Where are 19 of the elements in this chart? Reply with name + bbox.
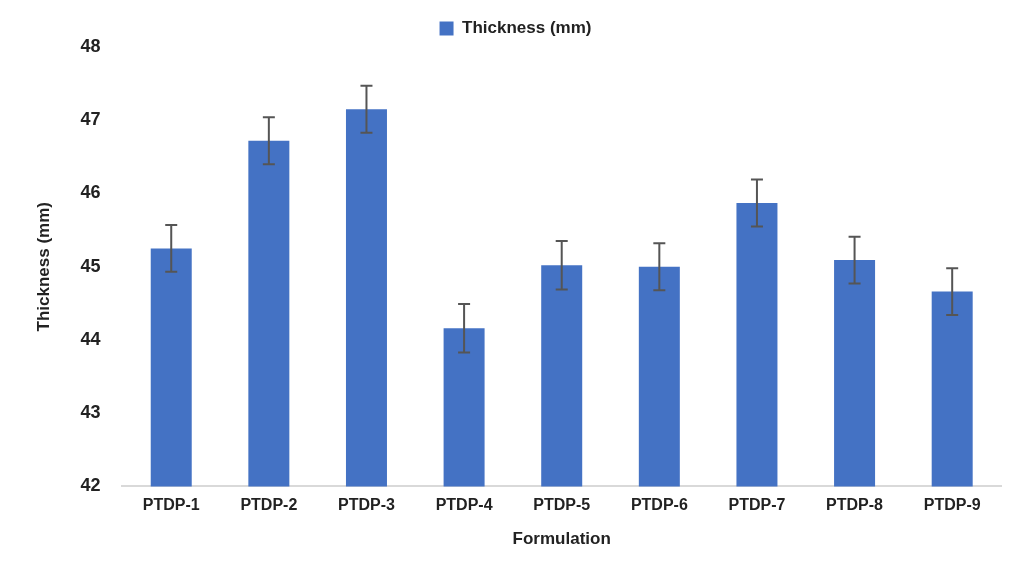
y-tick-label: 45 [80, 255, 101, 276]
legend-label: Thickness (mm) [462, 18, 592, 38]
x-tick-label: PTDP-5 [533, 496, 591, 514]
x-axis-title: Formulation [512, 529, 611, 549]
y-tick-label: 44 [80, 328, 101, 349]
x-tick-label: PTDP-6 [630, 496, 688, 514]
x-tick-label: PTDP-1 [142, 496, 200, 514]
y-axis-title: Thickness (mm) [33, 201, 53, 332]
x-tick-label: PTDP-4 [435, 496, 493, 514]
y-tick-label: 46 [80, 182, 101, 203]
x-tick-label: PTDP-7 [728, 496, 786, 514]
y-tick-label: 47 [80, 109, 101, 130]
y-tick-label: 43 [80, 402, 101, 423]
y-tick-label: 42 [80, 475, 101, 496]
x-tick-label: PTDP-9 [923, 496, 981, 514]
x-tick-label: PTDP-8 [826, 496, 884, 514]
y-tick-label: 48 [80, 35, 101, 56]
x-tick-label: PTDP-3 [338, 496, 396, 514]
x-tick-label: PTDP-2 [240, 496, 298, 514]
